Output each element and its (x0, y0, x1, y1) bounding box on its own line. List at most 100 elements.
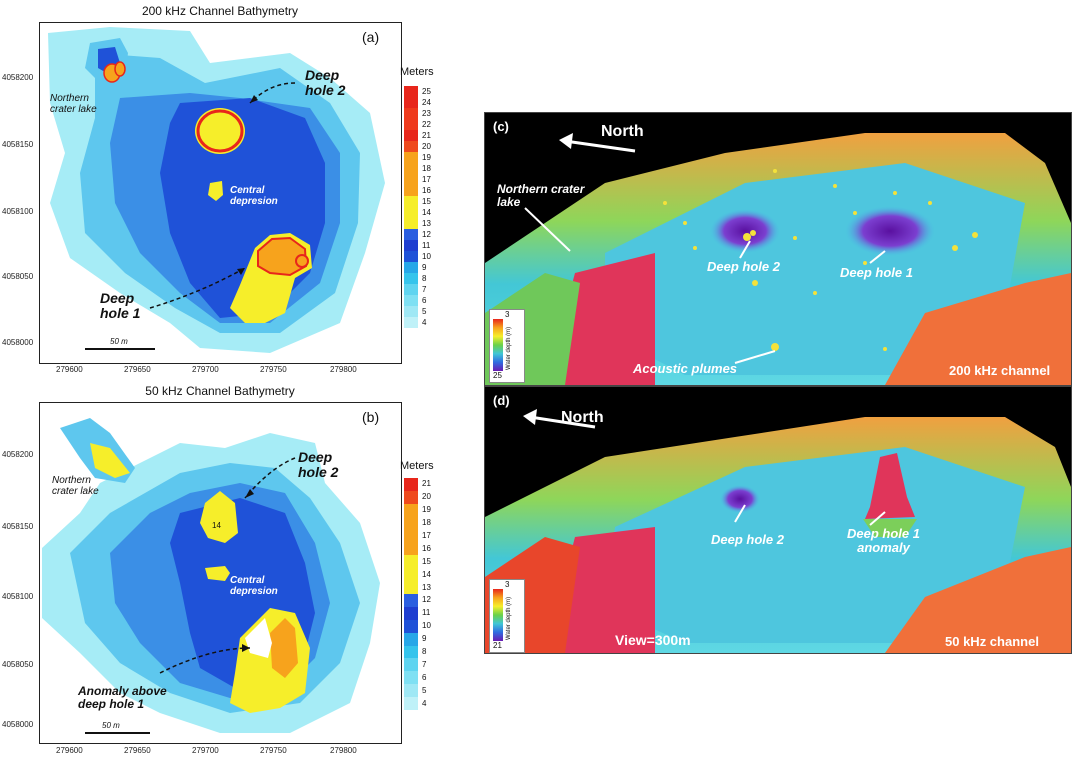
panel-c-deep1-label: Deep hole 1 (840, 265, 913, 280)
legend-swatch (404, 658, 418, 672)
legend-label: 19 (422, 505, 431, 515)
panel-a-legend-title: Meters (400, 66, 434, 78)
panel-b-contour14: 14 (212, 521, 221, 530)
panel-b-legend-title: Meters (400, 460, 434, 472)
legend-label: 14 (422, 207, 431, 217)
panel-d-id: (d) (493, 393, 510, 408)
legend-label: 7 (422, 284, 427, 294)
legend-label: 22 (422, 119, 431, 129)
panel-d-cbar-top: 3 (505, 580, 510, 589)
panel-a-scale-label: 50 m (110, 337, 128, 346)
legend-swatch (404, 251, 418, 262)
panel-a-ytick: 4058150 (2, 140, 34, 149)
legend-label: 20 (422, 141, 431, 151)
legend-label: 15 (422, 196, 431, 206)
legend-swatch (404, 262, 418, 273)
panel-b-xtick: 279800 (330, 746, 357, 755)
panel-d-cbar-bottom: 21 (493, 641, 502, 650)
legend-label: 8 (422, 273, 427, 283)
legend-label: 16 (422, 543, 431, 553)
panel-b-xtick: 279600 (56, 746, 83, 755)
panel-c-id: (c) (493, 119, 509, 134)
legend-label: 12 (422, 229, 431, 239)
panel-a-ytick: 4058050 (2, 272, 34, 281)
legend-swatch (404, 516, 418, 530)
legend-label: 4 (422, 698, 427, 708)
central-depression-area-b (205, 566, 230, 581)
panel-a-ytick: 4058000 (2, 338, 34, 347)
panel-b-xtick: 279700 (192, 746, 219, 755)
panel-a-id: (a) (362, 29, 380, 45)
legend-label: 8 (422, 647, 427, 656)
panel-c-cbar-top: 3 (505, 310, 510, 319)
panel-a-ytick: 4058100 (2, 207, 34, 216)
panel-a-xtick: 279700 (192, 365, 219, 374)
legend-swatch (404, 684, 418, 698)
panel-c-cbar: 3 25 Water depth (m) (489, 309, 525, 383)
legend-label: 13 (422, 218, 431, 228)
panel-b-ytick: 4058150 (2, 522, 34, 531)
panel-b-central-label: Central depresion (230, 575, 278, 597)
legend-swatch (404, 174, 418, 185)
panel-a-bathymetry (48, 27, 385, 353)
legend-label: 15 (422, 556, 431, 566)
legend-swatch (404, 645, 418, 659)
panel-a-deep2-label: Deep hole 2 (305, 67, 346, 98)
panel-c-plumes-label: Acoustic plumes (633, 361, 738, 376)
legend-swatch (404, 97, 418, 108)
legend-swatch (404, 606, 418, 620)
legend-label: 18 (422, 163, 431, 173)
panel-a-ytick: 4058200 (2, 73, 34, 82)
deep-hole-2-area-b (200, 491, 238, 543)
deep-hole-2-area (195, 108, 245, 154)
legend-swatch (404, 503, 418, 517)
legend-swatch (404, 697, 418, 710)
panel-b-title: 50 kHz Channel Bathymetry (145, 384, 295, 398)
panel-a-northern-label: Northern crater lake (50, 93, 97, 115)
panel-b-scale-label: 50 m (102, 721, 120, 730)
panel-b-map: (b) Northern crater lake Deep hole 2 Cen… (39, 402, 402, 744)
legend-swatch (404, 163, 418, 174)
legend-label: 6 (422, 295, 427, 305)
legend-swatch (404, 108, 418, 119)
legend-swatch (404, 555, 418, 569)
legend-label: 9 (422, 262, 427, 272)
legend-swatch (404, 306, 418, 317)
legend-swatch (404, 619, 418, 633)
panel-b-legend: Meters 21 20 19 18 17 16 15 14 13 12 11 10 9 8 7 6 5 4 (400, 460, 460, 720)
legend-swatch (404, 632, 418, 646)
panel-b-ytick: 4058050 (2, 660, 34, 669)
legend-swatch (404, 295, 418, 306)
panel-c-deep2-label: Deep hole 2 (707, 259, 780, 274)
panel-c-3d-view: 3 25 Water depth (m) (c) North Northern … (484, 112, 1072, 386)
legend-swatch (404, 490, 418, 504)
panel-b-id: (b) (362, 409, 380, 425)
panel-b-ytick: 4058000 (2, 720, 34, 729)
panel-a-map: (a) Northern crater lake Deep hole 2 Cen… (39, 22, 402, 364)
legend-label: 20 (422, 492, 431, 502)
legend-label: 17 (422, 531, 431, 540)
panel-d-3d-view: 3 21 Water depth (m) (d) North Deep hole… (484, 386, 1072, 654)
legend-label: 9 (422, 634, 427, 644)
panel-a-title: 200 kHz Channel Bathymetry (141, 4, 299, 18)
legend-label: 21 (422, 130, 431, 140)
legend-label: 5 (422, 685, 427, 695)
panel-c-cbar-label: Water depth (m) (506, 326, 512, 370)
panel-a-deep1-label: Deep hole 1 (100, 290, 141, 321)
legend-swatch (404, 317, 418, 328)
panel-d-cbar-label: Water depth (m) (506, 596, 512, 640)
legend-label: 21 (422, 479, 431, 489)
panel-b-anomaly-label: Anomaly above deep hole 1 (78, 684, 167, 711)
legend-swatch (404, 594, 418, 607)
panel-a-central-label: Central depresion (230, 185, 278, 207)
central-depression-area (208, 181, 223, 201)
panel-c-terrain (485, 133, 1071, 385)
panel-d-view-label: View=300m (615, 632, 691, 648)
panel-b-ytick: 4058200 (2, 450, 34, 459)
legend-label: 11 (422, 240, 431, 250)
legend-swatch (404, 196, 418, 207)
panel-d-channel-label: 50 kHz channel (945, 634, 1039, 649)
panel-b-deep2-label: Deep hole 2 (298, 449, 339, 480)
panel-b-ytick: 4058100 (2, 592, 34, 601)
panel-c-northern-label: Northern crater lake (497, 182, 585, 210)
